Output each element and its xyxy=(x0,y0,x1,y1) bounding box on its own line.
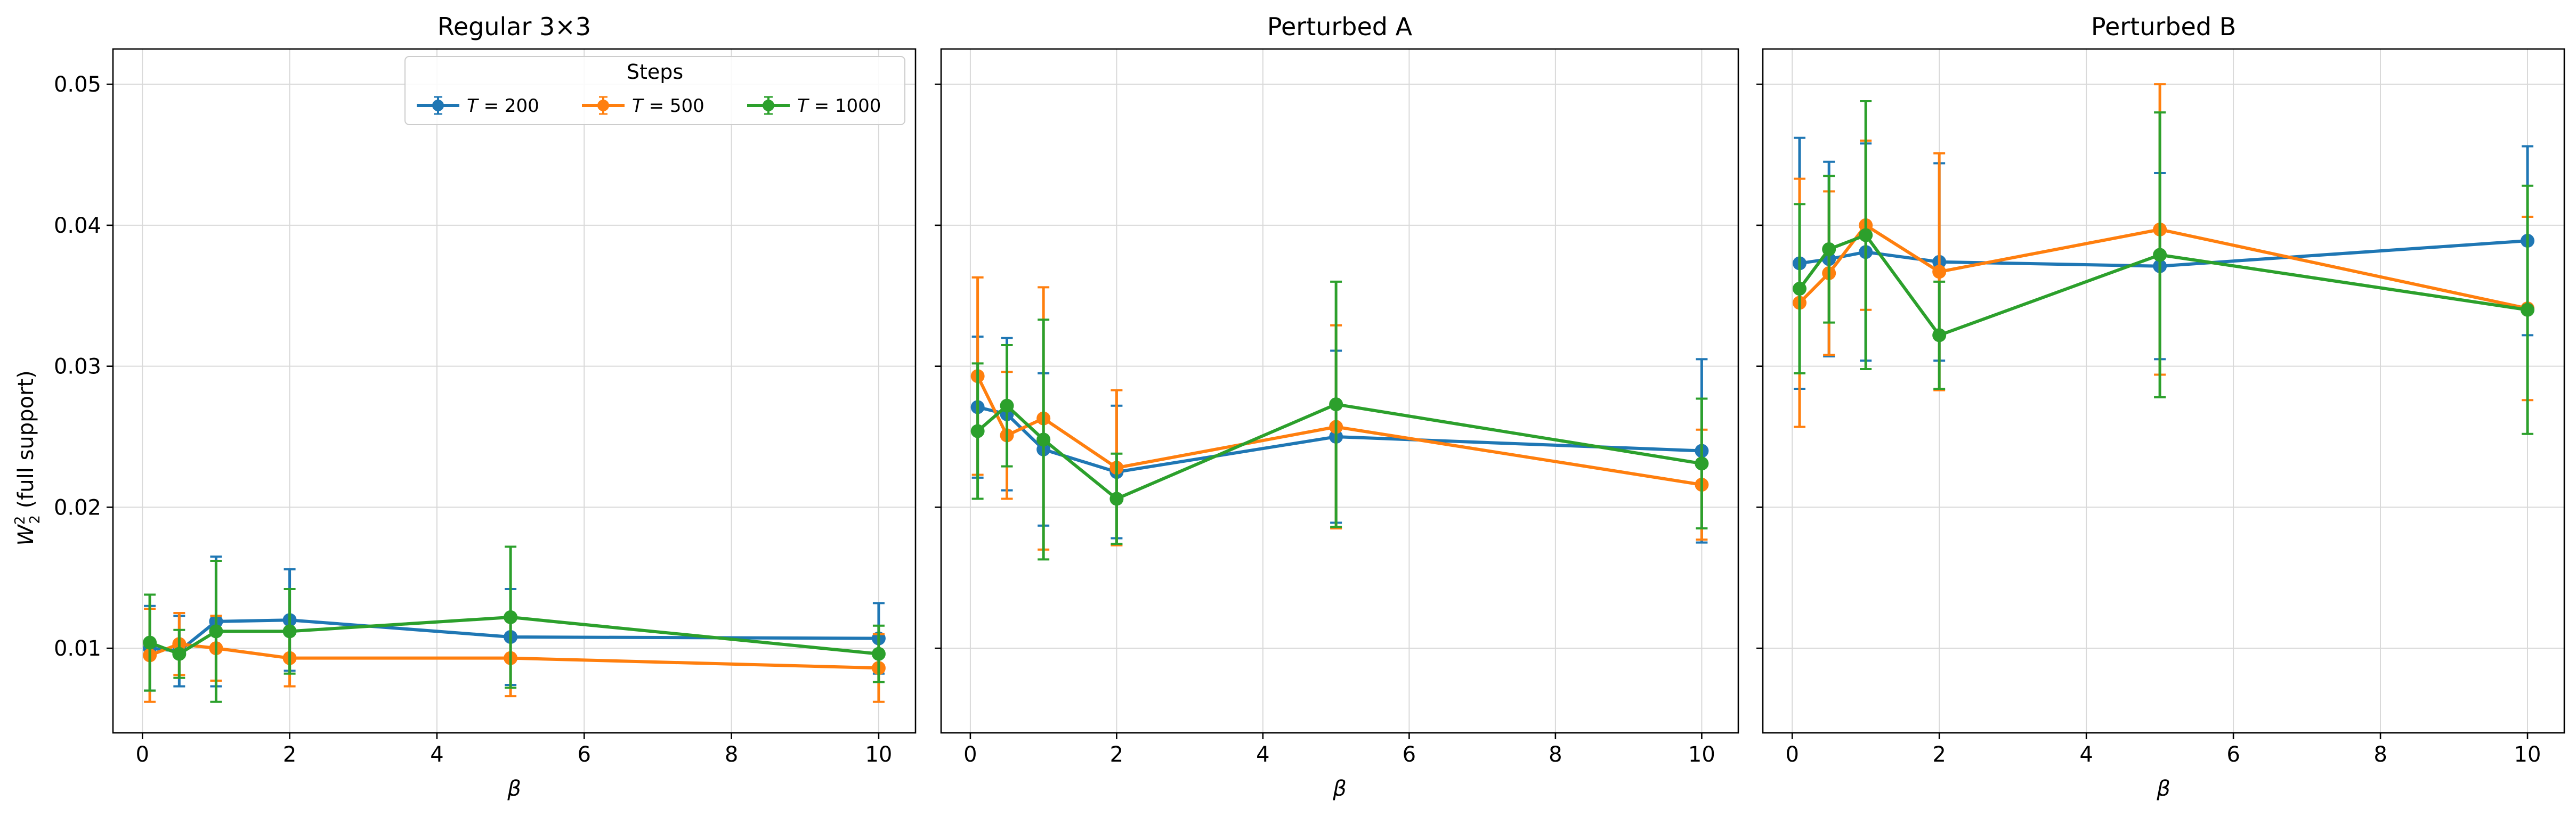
x-tick-label: 0 xyxy=(136,742,149,767)
legend-label: T = 500 xyxy=(632,95,704,117)
legend-label-value: = 1000 xyxy=(808,95,881,117)
y-axis-label-sub: 2 xyxy=(27,515,43,524)
data-point xyxy=(1792,282,1807,296)
x-tick-label: 4 xyxy=(1256,742,1269,767)
panel-2: 0 2 4 6 8 10 β Perturbed A xyxy=(935,12,1739,801)
x-tick-label: 10 xyxy=(2514,742,2541,767)
legend-entry: T = 500 xyxy=(582,95,704,117)
y-tick-label: 0.04 xyxy=(54,214,101,238)
x-tick-label: 2 xyxy=(1110,742,1123,767)
legend-box xyxy=(404,56,905,125)
data-point xyxy=(1329,397,1343,412)
series-line xyxy=(976,375,1702,487)
panel-3: 0 2 4 6 8 10 β Perturbed B xyxy=(1756,12,2565,801)
x-tick-label: 8 xyxy=(2374,742,2387,767)
data-point xyxy=(1000,398,1014,413)
legend-swatch-marker xyxy=(597,100,609,111)
y-axis-label: W22 (full support) xyxy=(12,370,43,546)
legend-label: T = 200 xyxy=(467,95,539,117)
series-line xyxy=(1798,223,2528,311)
x-tick-label: 0 xyxy=(1785,742,1799,767)
x-tick-label: 4 xyxy=(2079,742,2093,767)
y-tick-label: 0.02 xyxy=(54,495,101,520)
x-tick-label: 8 xyxy=(1549,742,1562,767)
x-tick-label: 6 xyxy=(1403,742,1416,767)
data-point xyxy=(2153,248,2167,262)
x-tick-label: 2 xyxy=(283,742,296,767)
x-tick-label: 4 xyxy=(430,742,443,767)
x-tick-label: 8 xyxy=(725,742,738,767)
legend-swatch-marker xyxy=(432,100,444,111)
legend-label: T = 1000 xyxy=(797,95,881,117)
data-point xyxy=(1932,328,1947,342)
data-point xyxy=(504,610,518,624)
plot-frame xyxy=(1762,48,2565,734)
data-point xyxy=(2521,303,2535,317)
x-axis-label: β xyxy=(2156,777,2170,801)
series-t1000 xyxy=(970,280,1709,561)
panel-title: Regular 3×3 xyxy=(438,12,591,41)
x-tick-label: 6 xyxy=(2226,742,2240,767)
y-axis-label-base: W xyxy=(14,524,38,546)
data-point xyxy=(871,647,886,661)
legend-label-value: = 200 xyxy=(478,95,539,117)
legend-label-var: T xyxy=(467,95,479,117)
series-t1000 xyxy=(1792,100,2535,435)
x-tick-label: 2 xyxy=(1932,742,1946,767)
data-point xyxy=(1932,265,1947,279)
data-point xyxy=(209,624,223,639)
legend-swatch-marker xyxy=(763,100,774,111)
x-tick-label: 10 xyxy=(1688,742,1715,767)
panel-title: Perturbed B xyxy=(2091,12,2236,41)
series-t1000 xyxy=(143,545,886,703)
plot-frame xyxy=(112,48,917,734)
legend-title: Steps xyxy=(627,60,683,84)
data-point xyxy=(1695,456,1709,471)
data-point xyxy=(143,635,157,650)
y-axis-label-sup: 2 xyxy=(12,516,28,525)
data-point xyxy=(1109,492,1124,506)
y-tick-label: 0.03 xyxy=(54,355,101,379)
x-tick-label: 10 xyxy=(865,742,892,767)
legend-label-var: T xyxy=(797,95,809,117)
data-point xyxy=(1859,228,1873,242)
legend-entry: T = 1000 xyxy=(747,95,881,117)
x-axis-label: β xyxy=(1332,777,1347,801)
legend-label-var: T xyxy=(632,95,644,117)
x-tick-label: 6 xyxy=(578,742,591,767)
data-point xyxy=(1036,432,1051,447)
legend-label-value: = 500 xyxy=(643,95,704,117)
y-tick-label: 0.01 xyxy=(54,636,101,661)
panel-1: 0 2 4 6 8 10 0.01 0.02 0.03 0.04 0.05 β Regular 3×3 xyxy=(54,12,917,801)
y-tick-label: 0.05 xyxy=(54,72,101,97)
data-point xyxy=(282,624,297,639)
x-axis-label: β xyxy=(507,777,521,801)
x-tick-label: 0 xyxy=(963,742,977,767)
panel-title: Perturbed A xyxy=(1267,12,1413,41)
data-point xyxy=(970,424,985,438)
series-line xyxy=(1798,233,2528,337)
legend-entry: T = 200 xyxy=(417,95,539,117)
data-point xyxy=(1822,242,1836,256)
plot-frame xyxy=(940,48,1739,734)
data-point xyxy=(172,647,187,661)
y-axis-label-rest: (full support) xyxy=(14,370,38,515)
